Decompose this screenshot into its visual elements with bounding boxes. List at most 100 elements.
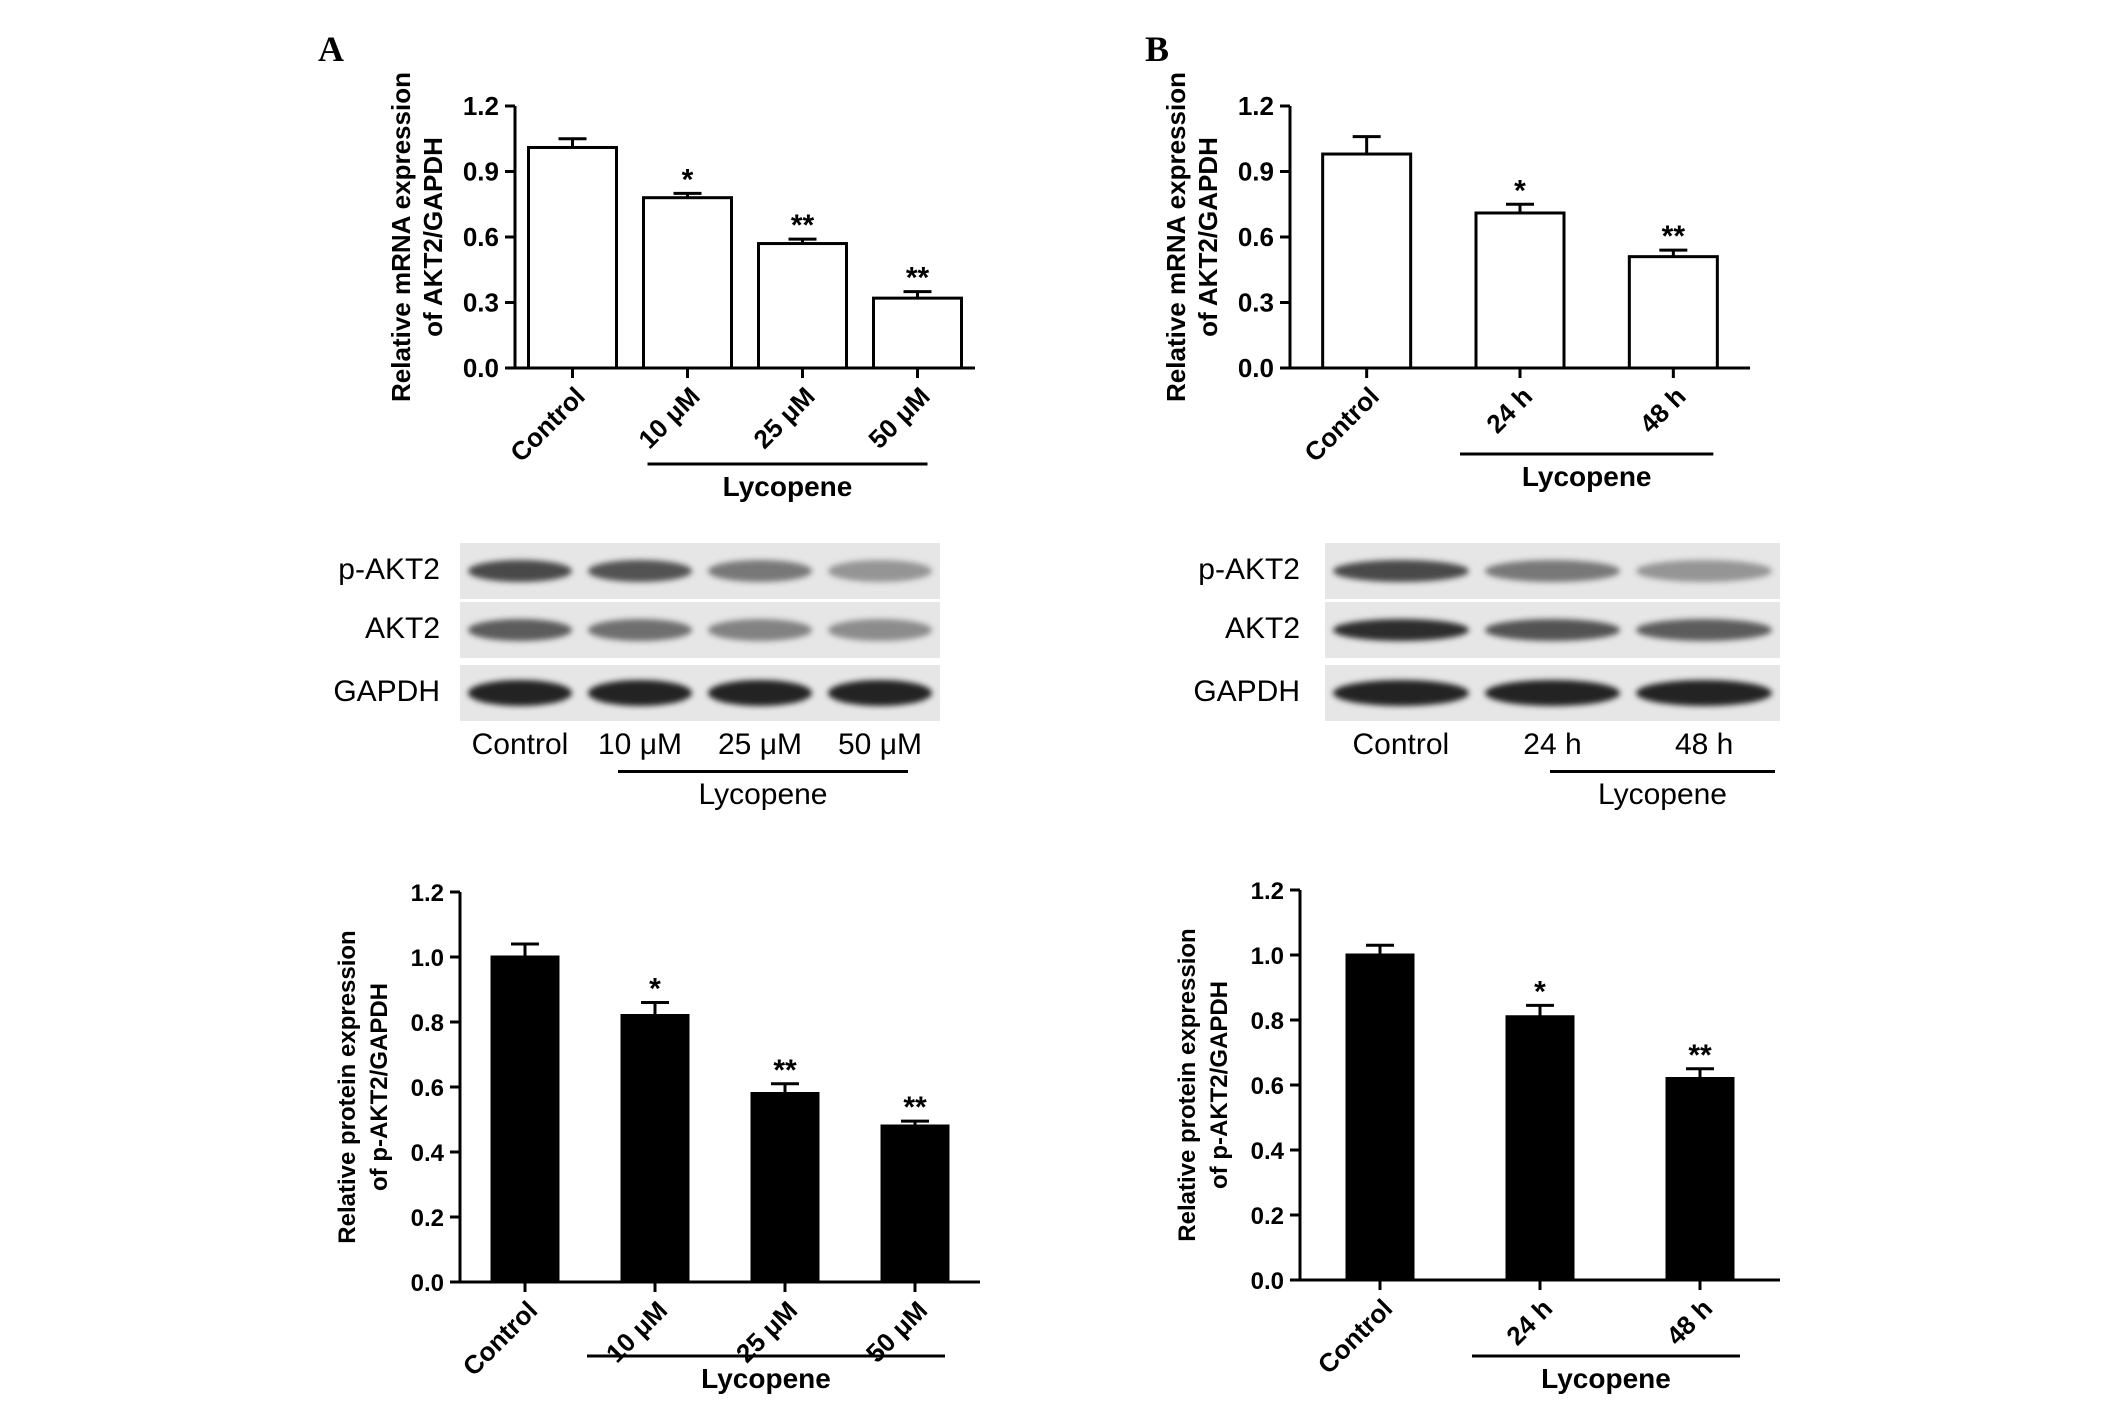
y-tick-label: 1.0 bbox=[1251, 943, 1284, 970]
y-tick-label: 0.0 bbox=[1251, 1268, 1284, 1295]
y-tick-label: 1.2 bbox=[1238, 91, 1274, 121]
y-axis-label: of AKT2/GAPDH bbox=[1193, 137, 1223, 337]
y-tick-label: 1.0 bbox=[411, 945, 444, 972]
blot-band bbox=[1636, 560, 1772, 582]
blot-group-line bbox=[1550, 770, 1775, 773]
y-tick-label: 0.0 bbox=[411, 1270, 444, 1297]
group-label: Lycopene bbox=[701, 1363, 831, 1394]
panel-a-protein-chart: 0.0 0.2 0.4 0.6 0.8 1.0 1.2 Relative protein ex… bbox=[334, 880, 980, 1394]
y-tick-label: 0.6 bbox=[1251, 1073, 1284, 1100]
group-label: Lycopene bbox=[1522, 461, 1652, 492]
blot-band bbox=[468, 680, 572, 706]
panel-a-mrna-chart: 0.0 0.3 0.6 0.9 1.2 Relative mRNA expression o… bbox=[386, 72, 975, 502]
blot-strip bbox=[1325, 665, 1780, 721]
blot-row-label: GAPDH bbox=[1193, 675, 1300, 708]
blot-band bbox=[1484, 560, 1621, 582]
blot-row-label: AKT2 bbox=[1224, 612, 1300, 645]
blot-group-label: Lycopene bbox=[698, 778, 828, 811]
bar bbox=[880, 1124, 950, 1284]
y-tick-label: 1.2 bbox=[1251, 878, 1284, 905]
blot-row-label: p-AKT2 bbox=[338, 553, 440, 586]
blot-lane-label: Control bbox=[471, 728, 569, 761]
blot-band bbox=[1333, 560, 1469, 582]
significance-label: ** bbox=[773, 1054, 797, 1087]
blot-lane-label: 48 h bbox=[1674, 728, 1734, 761]
blot-group-label: Lycopene bbox=[1598, 778, 1727, 811]
category-label: Control bbox=[457, 1295, 544, 1382]
y-tick-label: 0.6 bbox=[1238, 222, 1274, 252]
blot-strip bbox=[460, 602, 940, 658]
group-label: Lycopene bbox=[1541, 1363, 1671, 1394]
y-tick-label: 0.6 bbox=[411, 1075, 444, 1102]
panel-b-mrna-chart: 0.0 0.3 0.6 0.9 1.2 Relative mRNA expression o… bbox=[1161, 72, 1750, 492]
y-axis-label: of p-AKT2/GAPDH bbox=[1206, 981, 1233, 1189]
panel-b-letter: B bbox=[1145, 29, 1170, 69]
bar bbox=[1474, 211, 1566, 370]
blot-band bbox=[828, 680, 932, 706]
y-tick-label: 0.0 bbox=[1238, 353, 1274, 383]
blot-band bbox=[828, 560, 932, 582]
y-tick-label: 0.9 bbox=[1238, 157, 1274, 187]
blot-row-label: p-AKT2 bbox=[1198, 553, 1300, 586]
blot-band bbox=[1333, 619, 1469, 641]
blot-band bbox=[708, 680, 812, 706]
y-axis-label: Relative protein expression bbox=[334, 930, 361, 1243]
y-tick-label: 1.2 bbox=[411, 880, 444, 907]
y-tick-label: 0.3 bbox=[463, 288, 499, 318]
blot-band bbox=[708, 560, 812, 582]
y-tick-label: 0.4 bbox=[1251, 1138, 1285, 1165]
y-tick-label: 0.9 bbox=[463, 157, 499, 187]
blot-band bbox=[588, 560, 692, 582]
y-tick-label: 0.8 bbox=[411, 1010, 444, 1037]
blot-lane-label: 25 μM bbox=[718, 728, 802, 761]
blot-band bbox=[588, 680, 692, 706]
blot-strip bbox=[1325, 602, 1780, 658]
blot-lane-label: 10 μM bbox=[598, 728, 682, 761]
y-tick-label: 0.6 bbox=[463, 222, 499, 252]
category-label: Control bbox=[1312, 1293, 1399, 1380]
blot-band bbox=[708, 619, 812, 641]
y-axis-label: of AKT2/GAPDH bbox=[418, 137, 448, 337]
blot-band bbox=[828, 619, 932, 641]
y-tick-label: 0.4 bbox=[411, 1140, 445, 1167]
significance-label: * bbox=[682, 163, 694, 196]
category-label: Control bbox=[1298, 381, 1385, 468]
blot-band bbox=[1484, 680, 1621, 706]
category-label: 24 h bbox=[1500, 1293, 1558, 1351]
significance-label: ** bbox=[903, 1091, 927, 1124]
blot-row-label: GAPDH bbox=[333, 675, 440, 708]
y-axis-label: of p-AKT2/GAPDH bbox=[366, 983, 393, 1191]
bar bbox=[620, 1014, 690, 1284]
blot-row-label: AKT2 bbox=[364, 612, 440, 645]
y-tick-label: 0.0 bbox=[463, 353, 499, 383]
significance-label: ** bbox=[791, 209, 815, 242]
bar bbox=[490, 955, 560, 1284]
category-label: 10 μM bbox=[632, 381, 705, 454]
significance-label: * bbox=[1514, 174, 1526, 207]
panel-a-letter: A bbox=[318, 29, 344, 69]
blot-strip bbox=[460, 543, 940, 599]
blot-band bbox=[468, 619, 572, 641]
category-label: 48 h bbox=[1660, 1293, 1718, 1351]
bar bbox=[1665, 1077, 1735, 1282]
blot-lane-label: Control bbox=[1352, 728, 1450, 761]
y-axis-label: Relative mRNA expression bbox=[1161, 72, 1191, 402]
significance-label: ** bbox=[906, 262, 930, 295]
y-tick-label: 1.2 bbox=[463, 91, 499, 121]
blot-band bbox=[1333, 680, 1469, 706]
blot-band bbox=[1636, 619, 1772, 641]
bar bbox=[1345, 953, 1415, 1282]
y-tick-label: 0.2 bbox=[1251, 1203, 1284, 1230]
category-label: 25 μM bbox=[747, 381, 820, 454]
bar bbox=[1627, 255, 1719, 370]
blot-band bbox=[1484, 619, 1621, 641]
category-label: Control bbox=[504, 381, 591, 468]
category-label: 48 h bbox=[1634, 381, 1692, 439]
significance-label: * bbox=[1534, 975, 1546, 1008]
bar bbox=[1505, 1015, 1575, 1282]
blot-strip bbox=[460, 665, 940, 721]
bar bbox=[527, 145, 618, 370]
blot-band bbox=[1636, 680, 1772, 706]
y-tick-label: 0.2 bbox=[411, 1205, 444, 1232]
blot-lane-label: 50 μM bbox=[838, 728, 922, 761]
